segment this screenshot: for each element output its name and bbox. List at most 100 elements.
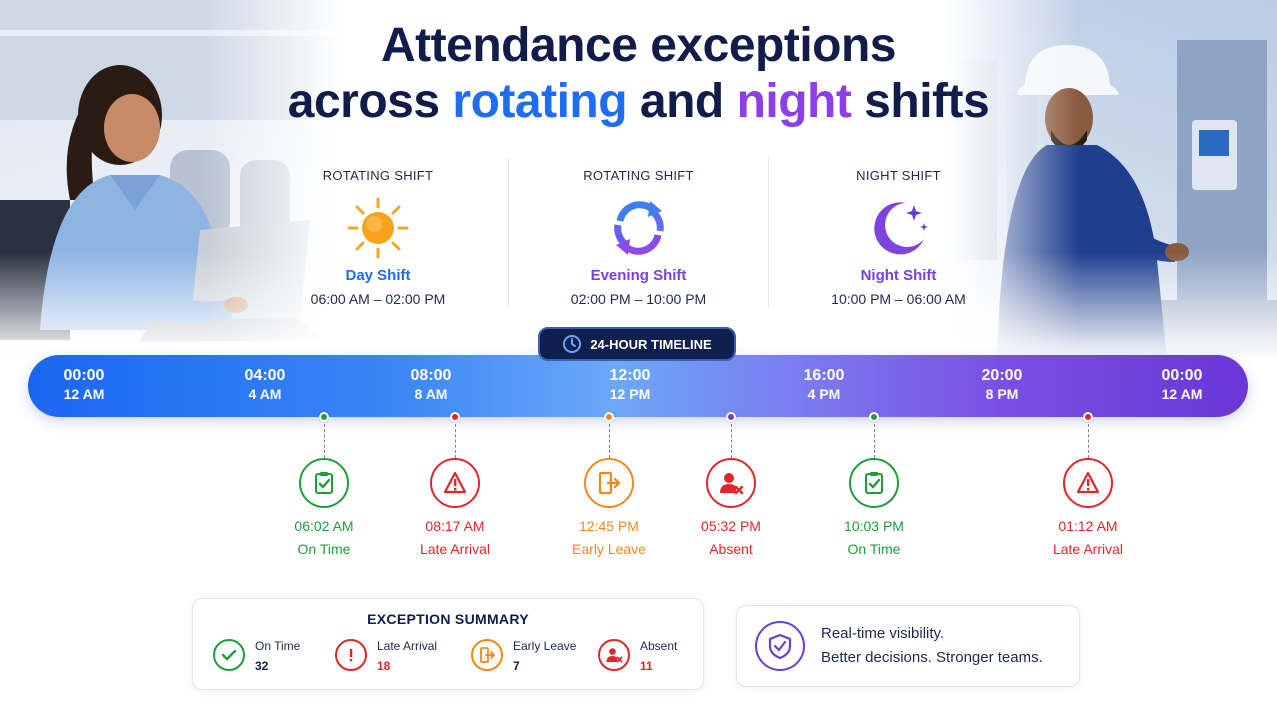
clock-icon (563, 335, 582, 353)
shift-kind: ROTATING SHIFT (322, 168, 434, 183)
event-marker[interactable]: 10:03 PM On Time (809, 412, 939, 557)
user-x-icon (598, 639, 630, 671)
headline-line-2: across rotating and night shifts (0, 74, 1277, 130)
event-dot (319, 412, 329, 422)
event-icon-circle (299, 458, 349, 508)
event-stem (454, 424, 456, 458)
message-text: Real-time visibility. Better decisions. … (821, 622, 1043, 670)
shield-check-icon (755, 621, 805, 671)
event-time: 08:17 AM (425, 518, 485, 534)
event-marker[interactable]: 01:12 AM Late Arrival (1023, 412, 1153, 557)
event-label: Absent (709, 541, 753, 557)
timeline-tick: 08:00 8 AM (381, 367, 481, 402)
tick-12h: 12 AM (1161, 386, 1203, 402)
event-marker[interactable]: 12:45 PM Early Leave (544, 412, 674, 557)
event-time: 10:03 PM (844, 518, 904, 534)
summary-value: 11 (640, 659, 653, 673)
tick-24h: 16:00 (803, 367, 845, 384)
event-time: 01:12 AM (1058, 518, 1118, 534)
rotate-arrows-icon (613, 201, 664, 255)
event-label: On Time (847, 541, 901, 557)
shift-kind: NIGHT SHIFT (856, 168, 941, 183)
shift-night: NIGHT SHIFT Night Shift 10:00 PM – 06:00… (768, 158, 1028, 308)
event-marker[interactable]: 06:02 AM On Time (259, 412, 389, 557)
event-dot (450, 412, 460, 422)
summary-item-late-arrival: Late Arrival 18 (335, 639, 437, 673)
event-stem (873, 424, 875, 458)
summary-title: EXCEPTION SUMMARY (367, 611, 529, 627)
factory-worker-photo (947, 0, 1277, 360)
timeline-label: 24-HOUR TIMELINE (590, 336, 712, 352)
exception-summary-card: EXCEPTION SUMMARY On Time 32 Late Arriva… (192, 598, 704, 690)
timeline-tick: 16:00 4 PM (774, 367, 874, 402)
shift-kind: ROTATING SHIFT (583, 168, 694, 183)
timeline-label-pill: 24-HOUR TIMELINE (538, 327, 736, 361)
summary-item-absent: Absent 11 (598, 639, 677, 673)
tick-24h: 08:00 (410, 367, 452, 384)
headline-and: and (627, 75, 737, 128)
tick-24h: 00:00 (63, 367, 105, 384)
event-dot (604, 412, 614, 422)
timeline-tick: 00:00 12 AM (1132, 367, 1232, 402)
exit-door-icon (471, 639, 503, 671)
tick-12h: 4 PM (807, 386, 841, 402)
summary-label: Late Arrival (377, 639, 438, 653)
office-worker-photo (0, 0, 340, 360)
timeline-tick: 04:00 4 AM (215, 367, 315, 402)
tick-24h: 12:00 (609, 367, 651, 384)
shift-day: ROTATING SHIFT Day Shift 06:00 AM – 02:0… (248, 158, 508, 308)
event-label: Late Arrival (419, 541, 491, 557)
headline-line-1: Attendance exceptions (381, 19, 896, 72)
tick-12h: 12 AM (63, 386, 105, 402)
headline-shifts: shifts (851, 75, 990, 128)
shift-evening: ROTATING SHIFT Evening Shift 02:00 PM – … (508, 158, 768, 308)
sun-icon (347, 197, 409, 259)
shift-time: 06:00 AM – 02:00 PM (310, 291, 446, 307)
alarm-alert-icon (1076, 471, 1100, 494)
event-label: On Time (297, 541, 351, 557)
event-stem (323, 424, 325, 458)
clipboard-check-icon (315, 472, 333, 494)
event-time: 12:45 PM (579, 518, 639, 534)
event-icon-circle (849, 458, 899, 508)
summary-item-early-leave: Early Leave 7 (471, 639, 576, 673)
tick-12h: 8 PM (985, 386, 1019, 402)
summary-label: On Time (255, 639, 301, 653)
event-label: Early Leave (572, 541, 646, 557)
event-marker[interactable]: 05:32 PM Absent (666, 412, 796, 557)
summary-value: 18 (377, 659, 391, 673)
event-stem (1087, 424, 1089, 458)
tick-24h: 04:00 (244, 367, 286, 384)
headline-across: across (287, 75, 453, 128)
event-icon-circle (430, 458, 480, 508)
user-x-icon (720, 473, 744, 495)
tick-24h: 20:00 (981, 367, 1023, 384)
message-line-2: Better decisions. Stronger teams. (821, 649, 1043, 666)
headline: Attendance exceptions across rotating an… (0, 18, 1277, 130)
tick-24h: 00:00 (1161, 367, 1203, 384)
clipboard-check-icon (865, 472, 883, 494)
summary-value: 7 (513, 659, 520, 673)
event-icon-circle (706, 458, 756, 508)
exit-door-icon (598, 471, 621, 495)
event-marker[interactable]: 08:17 AM Late Arrival (390, 412, 520, 557)
shift-time: 02:00 PM – 10:00 PM (570, 291, 707, 307)
tick-12h: 4 AM (248, 386, 282, 402)
headline-rotating: rotating (452, 75, 628, 128)
event-dot (726, 412, 736, 422)
timeline-tick: 12:00 12 PM (580, 367, 680, 402)
event-dot (1083, 412, 1093, 422)
shift-name: Evening Shift (590, 267, 687, 284)
event-time: 06:02 AM (294, 518, 354, 534)
message-card: Real-time visibility. Better decisions. … (736, 605, 1080, 687)
timeline-tick: 20:00 8 PM (952, 367, 1052, 402)
message-line-1: Real-time visibility. (821, 625, 945, 642)
shift-time: 10:00 PM – 06:00 AM (831, 291, 966, 307)
timeline-tick: 00:00 12 AM (34, 367, 134, 402)
tick-12h: 8 AM (414, 386, 448, 402)
event-stem (730, 424, 732, 458)
summary-label: Early Leave (513, 639, 577, 653)
alarm-alert-icon (443, 471, 467, 494)
moon-stars-icon (873, 202, 928, 255)
exclamation-icon (335, 639, 367, 671)
